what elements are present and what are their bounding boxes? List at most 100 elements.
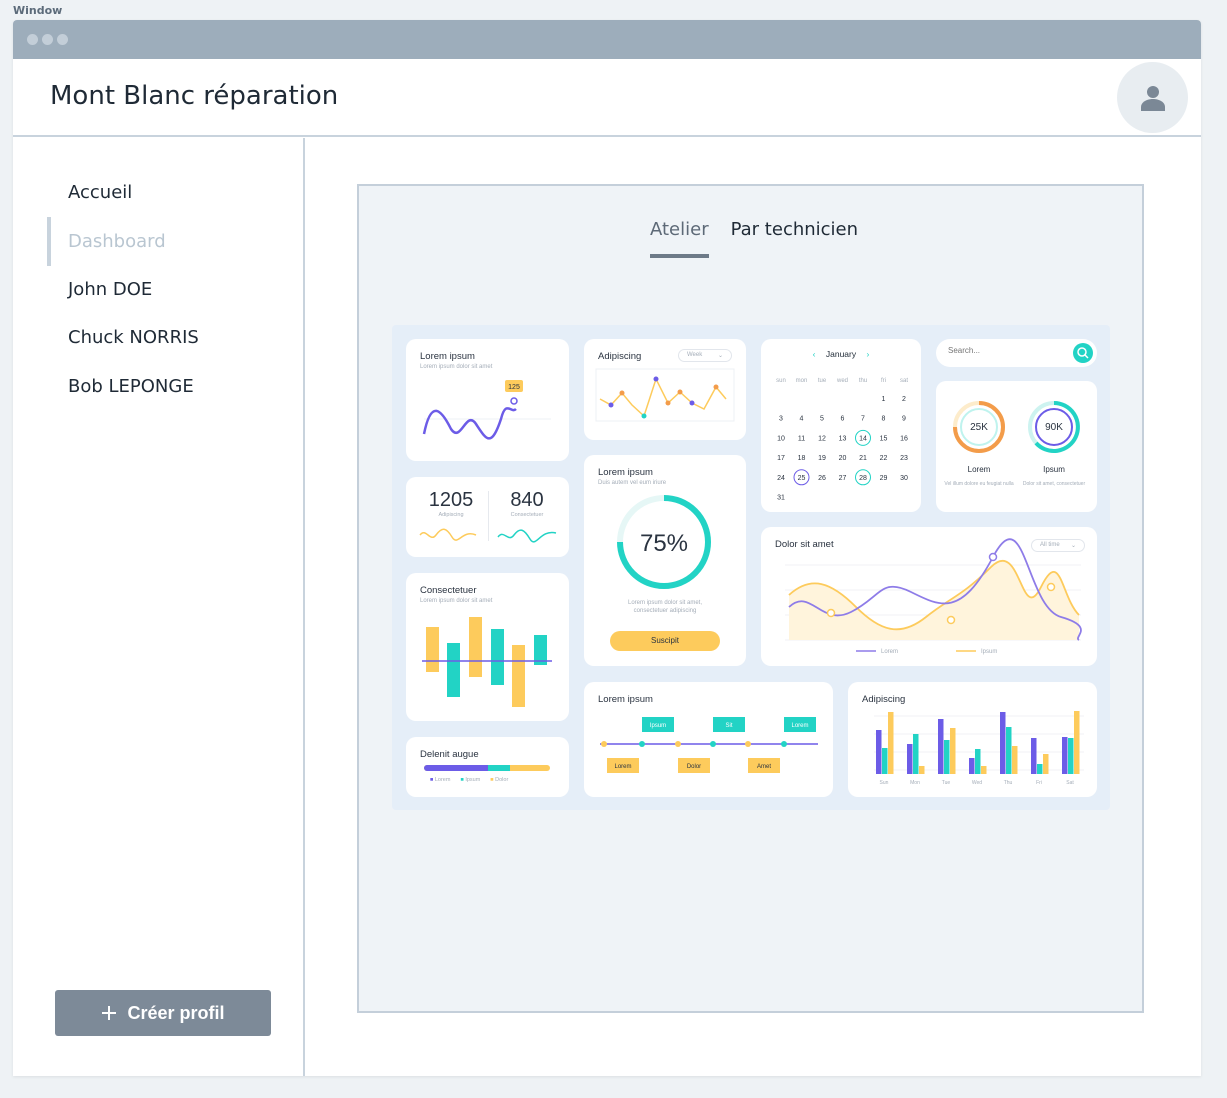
- tab-bar: Atelier Par technicien: [650, 219, 858, 258]
- calendar-day[interactable]: 2: [902, 396, 906, 403]
- tab-atelier[interactable]: Atelier: [650, 219, 709, 258]
- floating-bar-card: Consectetuer Lorem ipsum dolor sit amet: [406, 573, 569, 721]
- chevron-down-icon: ⌄: [1070, 543, 1076, 549]
- window-control-dot[interactable]: [27, 34, 38, 45]
- dash-search-box[interactable]: [936, 339, 1097, 367]
- grouped-bar: [1000, 712, 1006, 774]
- timeline-tag: Sit: [725, 723, 732, 729]
- dashboard-image: Lorem ipsum Lorem ipsum dolor sit amet 1…: [392, 325, 1110, 810]
- stats-card: 1205 Adipiscing 840 Consectetuer: [406, 477, 569, 557]
- grouped-bar: [950, 728, 956, 774]
- calendar-day[interactable]: 14: [859, 435, 867, 442]
- ring-label: Ipsum: [1043, 465, 1065, 474]
- calendar-day[interactable]: 26: [818, 475, 826, 482]
- gauge-chart: 75%: [617, 495, 711, 589]
- calendar-day[interactable]: 20: [839, 455, 847, 462]
- grouped-bar: [1037, 764, 1043, 774]
- window-control-dot[interactable]: [42, 34, 53, 45]
- calendar-month: January: [825, 349, 857, 359]
- calendar-weekday: tue: [818, 378, 827, 384]
- calendar-weekday: mon: [796, 378, 808, 384]
- stat-value: 1205: [428, 489, 474, 511]
- sidebar-item-accueil[interactable]: Accueil: [68, 182, 133, 203]
- gauge-text: Lorem ipsum dolor sit amet, consectetuer…: [627, 600, 703, 614]
- calendar-day[interactable]: 29: [880, 475, 888, 482]
- stacked-progress-bar: [424, 765, 550, 771]
- grouped-bar: [1031, 738, 1037, 774]
- grouped-bar-card: Adipiscing Sun Mon Tue Wed Thu Fri Sat: [848, 682, 1097, 797]
- tab-par-technicien[interactable]: Par technicien: [730, 219, 859, 240]
- range-dropdown[interactable]: All time ⌄: [1031, 539, 1085, 552]
- grouped-bar: [907, 744, 913, 774]
- grouped-bar-day-label: Tue: [942, 780, 951, 786]
- calendar-day[interactable]: 27: [839, 475, 847, 482]
- calendar-day[interactable]: 24: [777, 475, 785, 482]
- window-control-dot[interactable]: [57, 34, 68, 45]
- week-dropdown[interactable]: Week ⌄: [678, 349, 732, 362]
- active-nav-indicator: [47, 217, 51, 266]
- divider: [488, 491, 489, 541]
- card-title: Lorem ipsum: [598, 694, 653, 705]
- timeline-tag: Dolor: [687, 764, 701, 770]
- calendar-day[interactable]: 15: [880, 435, 888, 442]
- timeline-card: Lorem ipsum Ipsum Sit Lorem Lorem Dolor: [584, 682, 833, 797]
- sidebar-item-chuck-norris[interactable]: Chuck NORRIS: [68, 327, 199, 348]
- calendar-day[interactable]: 22: [880, 455, 888, 462]
- dropdown-value: Week: [687, 352, 703, 358]
- timeline-tag: Ipsum: [650, 723, 666, 729]
- gauge-card: Lorem ipsum Duis autem vel eum iriure 75…: [584, 455, 746, 666]
- app-title: Mont Blanc réparation: [50, 81, 339, 111]
- calendar-day[interactable]: 6: [841, 416, 845, 423]
- calendar-day[interactable]: 5: [820, 416, 824, 423]
- calendar-day[interactable]: 19: [818, 455, 826, 462]
- calendar-day[interactable]: 16: [900, 435, 908, 442]
- calendar-day[interactable]: 7: [861, 416, 865, 423]
- create-profile-button[interactable]: Créer profil: [55, 990, 271, 1036]
- calendar-day[interactable]: 11: [798, 435, 805, 442]
- dashboard-panel: Atelier Par technicien Lorem ipsum Lorem…: [357, 184, 1144, 1013]
- ring-sub: Dolor sit amet, consectetuer: [1023, 481, 1086, 487]
- card-subtitle: Lorem ipsum dolor sit amet: [420, 364, 493, 370]
- dash-search-input[interactable]: [948, 346, 1068, 355]
- calendar-day[interactable]: 21: [859, 455, 867, 462]
- calendar-day[interactable]: 23: [900, 455, 908, 462]
- sidebar-item-dashboard[interactable]: Dashboard: [68, 231, 166, 252]
- grouped-bar-day-label: Sat: [1066, 780, 1074, 786]
- search-icon[interactable]: [1073, 343, 1093, 363]
- chevron-left-icon[interactable]: ‹: [812, 349, 816, 359]
- sidebar-item-john-doe[interactable]: John DOE: [68, 279, 153, 300]
- calendar-day[interactable]: 28: [859, 475, 867, 482]
- calendar-day[interactable]: 12: [818, 435, 826, 442]
- calendar-day[interactable]: 8: [882, 416, 886, 423]
- grouped-bar: [888, 712, 894, 774]
- sidebar-item-bob-leponge[interactable]: Bob LEPONGE: [68, 376, 194, 397]
- calendar-day[interactable]: 4: [800, 416, 804, 423]
- calendar-weekday: thu: [859, 378, 867, 384]
- calendar-day[interactable]: 1: [882, 396, 886, 403]
- ring-stats-card: 25K Lorem Vel illum dolore eu feugiat nu…: [936, 381, 1097, 512]
- card-title: Consectetuer: [420, 585, 477, 596]
- grouped-bar-day-label: Thu: [1004, 780, 1013, 786]
- calendar-day[interactable]: 9: [902, 416, 906, 423]
- chevron-right-icon[interactable]: ›: [866, 349, 870, 359]
- calendar-day[interactable]: 17: [777, 455, 785, 462]
- dual-line-chart: Lorem Ipsum: [785, 538, 1082, 655]
- grouped-bar: [938, 719, 944, 774]
- app-header: Mont Blanc réparation: [13, 59, 1201, 137]
- card-subtitle: Lorem ipsum dolor sit amet: [420, 598, 493, 604]
- grouped-bar: [1012, 746, 1018, 774]
- calendar-day[interactable]: 10: [777, 435, 785, 442]
- suscipit-button[interactable]: Suscipit: [610, 631, 720, 651]
- calendar-day[interactable]: 31: [777, 495, 785, 502]
- timeline-chart: Ipsum Sit Lorem Lorem Dolor Amet: [600, 717, 818, 773]
- calendar-day[interactable]: 25: [798, 475, 806, 482]
- calendar-day[interactable]: 13: [839, 435, 847, 442]
- calendar-day[interactable]: 30: [900, 475, 908, 482]
- calendar-day[interactable]: 18: [798, 455, 806, 462]
- calendar-day[interactable]: 3: [779, 416, 783, 423]
- grouped-bar-day-label: Mon: [910, 780, 920, 786]
- calendar-card: ‹ January › sun mon tue wed thu fri sat 1 2 3 4 5 6 7…: [761, 339, 921, 512]
- calendar-weekday: sat: [900, 378, 908, 384]
- avatar[interactable]: [1117, 62, 1188, 133]
